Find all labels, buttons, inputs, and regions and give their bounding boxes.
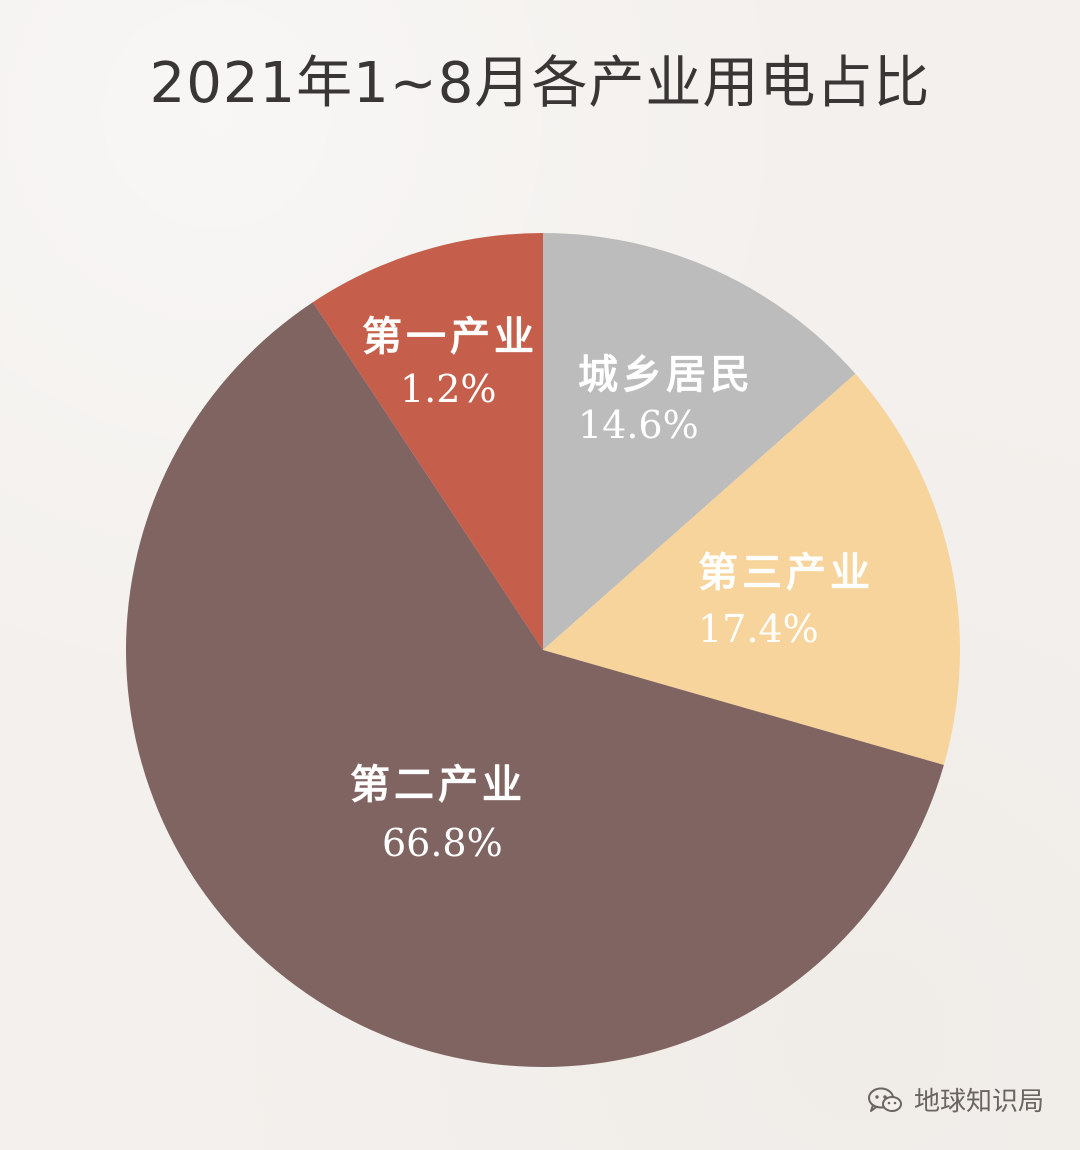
- wechat-icon: [867, 1087, 902, 1112]
- pie-slice-3: [126, 302, 944, 1067]
- pie-slice-1: [543, 233, 856, 650]
- slice-label-3: 第二产业: [350, 761, 526, 808]
- pie-slice-4: [312, 233, 543, 650]
- watermark-text: 地球知识局: [913, 1087, 1044, 1117]
- pie-slices: [126, 233, 961, 1067]
- source-watermark: 地球知识局: [866, 1081, 1044, 1118]
- slice-value-1: 14.6%: [578, 403, 699, 447]
- slice-value-3: 66.8%: [382, 821, 503, 865]
- slice-value-2: 17.4%: [698, 607, 819, 651]
- pie-labels: 城乡居民 14.6% 第三产业 17.4% 第二产业 66.8% 第一产业 1.2%: [350, 313, 874, 865]
- chart-title: 2021年1~8月各产业用电占比: [149, 51, 931, 116]
- slice-label-2: 第三产业: [698, 549, 874, 596]
- slice-label-1: 城乡居民: [578, 351, 754, 398]
- slice-value-4: 1.2%: [400, 367, 497, 411]
- slice-label-4: 第一产业: [362, 313, 538, 360]
- pie-slice-2: [543, 373, 961, 765]
